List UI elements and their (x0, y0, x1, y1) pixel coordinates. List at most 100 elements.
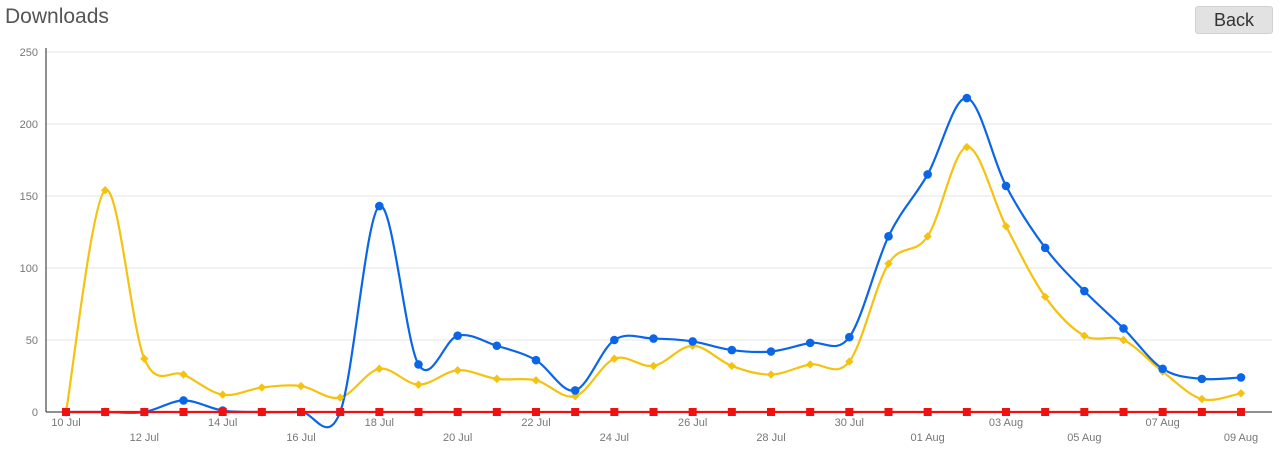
data-point[interactable] (727, 361, 737, 371)
data-point[interactable] (805, 360, 815, 369)
data-point[interactable] (492, 341, 502, 351)
data-point[interactable] (375, 408, 384, 416)
data-point[interactable] (1119, 324, 1128, 333)
data-point[interactable] (218, 390, 227, 399)
x-tick-label: 18 Jul (365, 417, 394, 429)
data-point[interactable] (100, 186, 110, 195)
data-point[interactable] (101, 408, 110, 416)
data-point[interactable] (531, 376, 541, 385)
x-tick-label: 01 Aug (911, 432, 945, 444)
data-point[interactable] (453, 366, 462, 375)
y-tick-label: 0 (32, 407, 38, 419)
data-point[interactable] (492, 374, 502, 384)
data-point[interactable] (923, 170, 932, 179)
data-point[interactable] (1001, 222, 1011, 231)
data-point[interactable] (923, 408, 932, 416)
series-line-1 (66, 96, 1242, 429)
data-point[interactable] (1236, 373, 1246, 382)
data-point[interactable] (1119, 408, 1128, 416)
data-point[interactable] (375, 201, 384, 211)
data-point[interactable] (1158, 364, 1167, 374)
data-point[interactable] (571, 408, 580, 416)
x-tick-label: 26 Jul (678, 417, 707, 429)
x-tick-label: 10 Jul (51, 417, 80, 429)
x-tick-label: 12 Jul (130, 432, 159, 444)
data-point[interactable] (1237, 408, 1245, 416)
series-line-2 (64, 145, 1242, 413)
data-point[interactable] (610, 408, 619, 416)
data-point[interactable] (805, 338, 815, 348)
data-point[interactable] (140, 408, 149, 416)
data-point[interactable] (806, 408, 815, 416)
data-point[interactable] (649, 408, 658, 416)
x-tick-label: 03 Aug (989, 417, 1023, 429)
data-point[interactable] (453, 408, 462, 416)
data-point[interactable] (335, 393, 345, 402)
data-point[interactable] (1197, 394, 1207, 404)
data-point[interactable] (1080, 408, 1089, 416)
data-point[interactable] (492, 408, 501, 416)
data-point[interactable] (1236, 389, 1246, 398)
data-point[interactable] (962, 408, 971, 416)
y-tick-label: 200 (20, 119, 38, 131)
data-point[interactable] (1040, 292, 1050, 301)
data-point[interactable] (179, 396, 188, 405)
data-point[interactable] (845, 408, 854, 416)
data-point[interactable] (1197, 374, 1207, 384)
x-tick-label: 30 Jul (835, 417, 864, 429)
data-point[interactable] (962, 142, 972, 152)
data-point[interactable] (414, 380, 423, 389)
data-point[interactable] (884, 232, 893, 241)
data-point[interactable] (1040, 243, 1050, 253)
data-point[interactable] (1041, 408, 1050, 416)
data-point[interactable] (297, 408, 305, 416)
data-point[interactable] (649, 334, 658, 343)
x-tick-label: 22 Jul (521, 417, 550, 429)
data-point[interactable] (218, 408, 227, 416)
data-point[interactable] (375, 364, 384, 373)
data-point[interactable] (296, 381, 306, 391)
x-tick-label: 28 Jul (756, 432, 785, 444)
data-point[interactable] (610, 335, 619, 345)
data-point[interactable] (1158, 408, 1167, 416)
data-point[interactable] (1001, 181, 1011, 191)
data-point[interactable] (140, 354, 149, 363)
x-tick-label: 14 Jul (208, 417, 237, 429)
x-tick-label: 20 Jul (443, 432, 472, 444)
data-point[interactable] (1080, 331, 1089, 340)
data-point[interactable] (570, 386, 580, 395)
data-point[interactable] (179, 370, 188, 379)
data-point[interactable] (688, 337, 697, 346)
data-point[interactable] (1080, 286, 1089, 296)
data-point[interactable] (727, 408, 736, 416)
data-point[interactable] (884, 259, 893, 268)
data-point[interactable] (845, 332, 854, 342)
back-button[interactable]: Back (1195, 6, 1273, 34)
data-point[interactable] (1002, 408, 1010, 416)
data-point[interactable] (414, 408, 423, 416)
data-point[interactable] (884, 408, 893, 416)
data-point[interactable] (1197, 408, 1206, 416)
data-point[interactable] (767, 408, 775, 416)
data-point[interactable] (532, 408, 540, 416)
data-point[interactable] (1119, 335, 1128, 345)
x-tick-label: 16 Jul (286, 432, 315, 444)
data-point[interactable] (336, 408, 345, 416)
data-point[interactable] (727, 345, 737, 355)
data-point[interactable] (923, 232, 932, 241)
data-point[interactable] (257, 383, 267, 392)
data-point[interactable] (257, 408, 266, 416)
data-point[interactable] (766, 347, 776, 356)
data-point[interactable] (766, 370, 776, 379)
data-point[interactable] (453, 331, 462, 340)
data-point[interactable] (649, 361, 658, 371)
data-point[interactable] (414, 360, 423, 369)
x-tick-label: 05 Aug (1067, 432, 1101, 444)
data-point[interactable] (62, 408, 70, 416)
data-point[interactable] (845, 357, 854, 366)
data-point[interactable] (610, 354, 619, 363)
data-point[interactable] (531, 355, 541, 365)
data-point[interactable] (688, 408, 697, 416)
data-point[interactable] (962, 93, 972, 103)
data-point[interactable] (179, 408, 188, 416)
